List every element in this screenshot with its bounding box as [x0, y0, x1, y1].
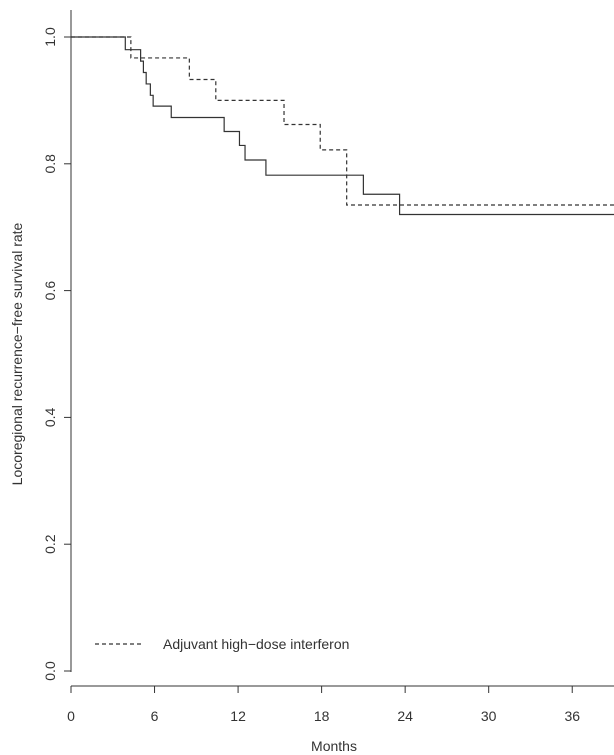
axes: 0.0 0.2 0.4 0.6 0.8 1.0 0 6 12 18 24 30 36	[42, 10, 614, 724]
x-tick-label: 18	[314, 708, 330, 724]
x-axis-title: Months	[311, 738, 357, 754]
y-tick-label: 1.0	[42, 27, 58, 47]
legend-label: Adjuvant high−dose interferon	[163, 636, 349, 652]
x-tick-label: 12	[230, 708, 246, 724]
y-tick-label: 0.2	[42, 534, 58, 554]
y-tick-label: 0.8	[42, 154, 58, 174]
x-tick-label: 6	[151, 708, 159, 724]
series-line-solid	[71, 36, 614, 216]
y-tick-label: 0.4	[42, 407, 58, 427]
y-tick-label: 0.0	[42, 661, 58, 681]
y-tick-label: 0.6	[42, 281, 58, 301]
legend: Adjuvant high−dose interferon	[95, 636, 349, 652]
x-tick-label: 24	[397, 708, 413, 724]
series-line-dashed	[71, 36, 614, 206]
y-axis-title: Locoregional recurrence−free survival ra…	[9, 222, 25, 485]
x-tick-label: 30	[481, 708, 497, 724]
x-tick-label: 0	[67, 708, 75, 724]
x-tick-label: 36	[564, 708, 580, 724]
survival-curves	[71, 36, 614, 216]
